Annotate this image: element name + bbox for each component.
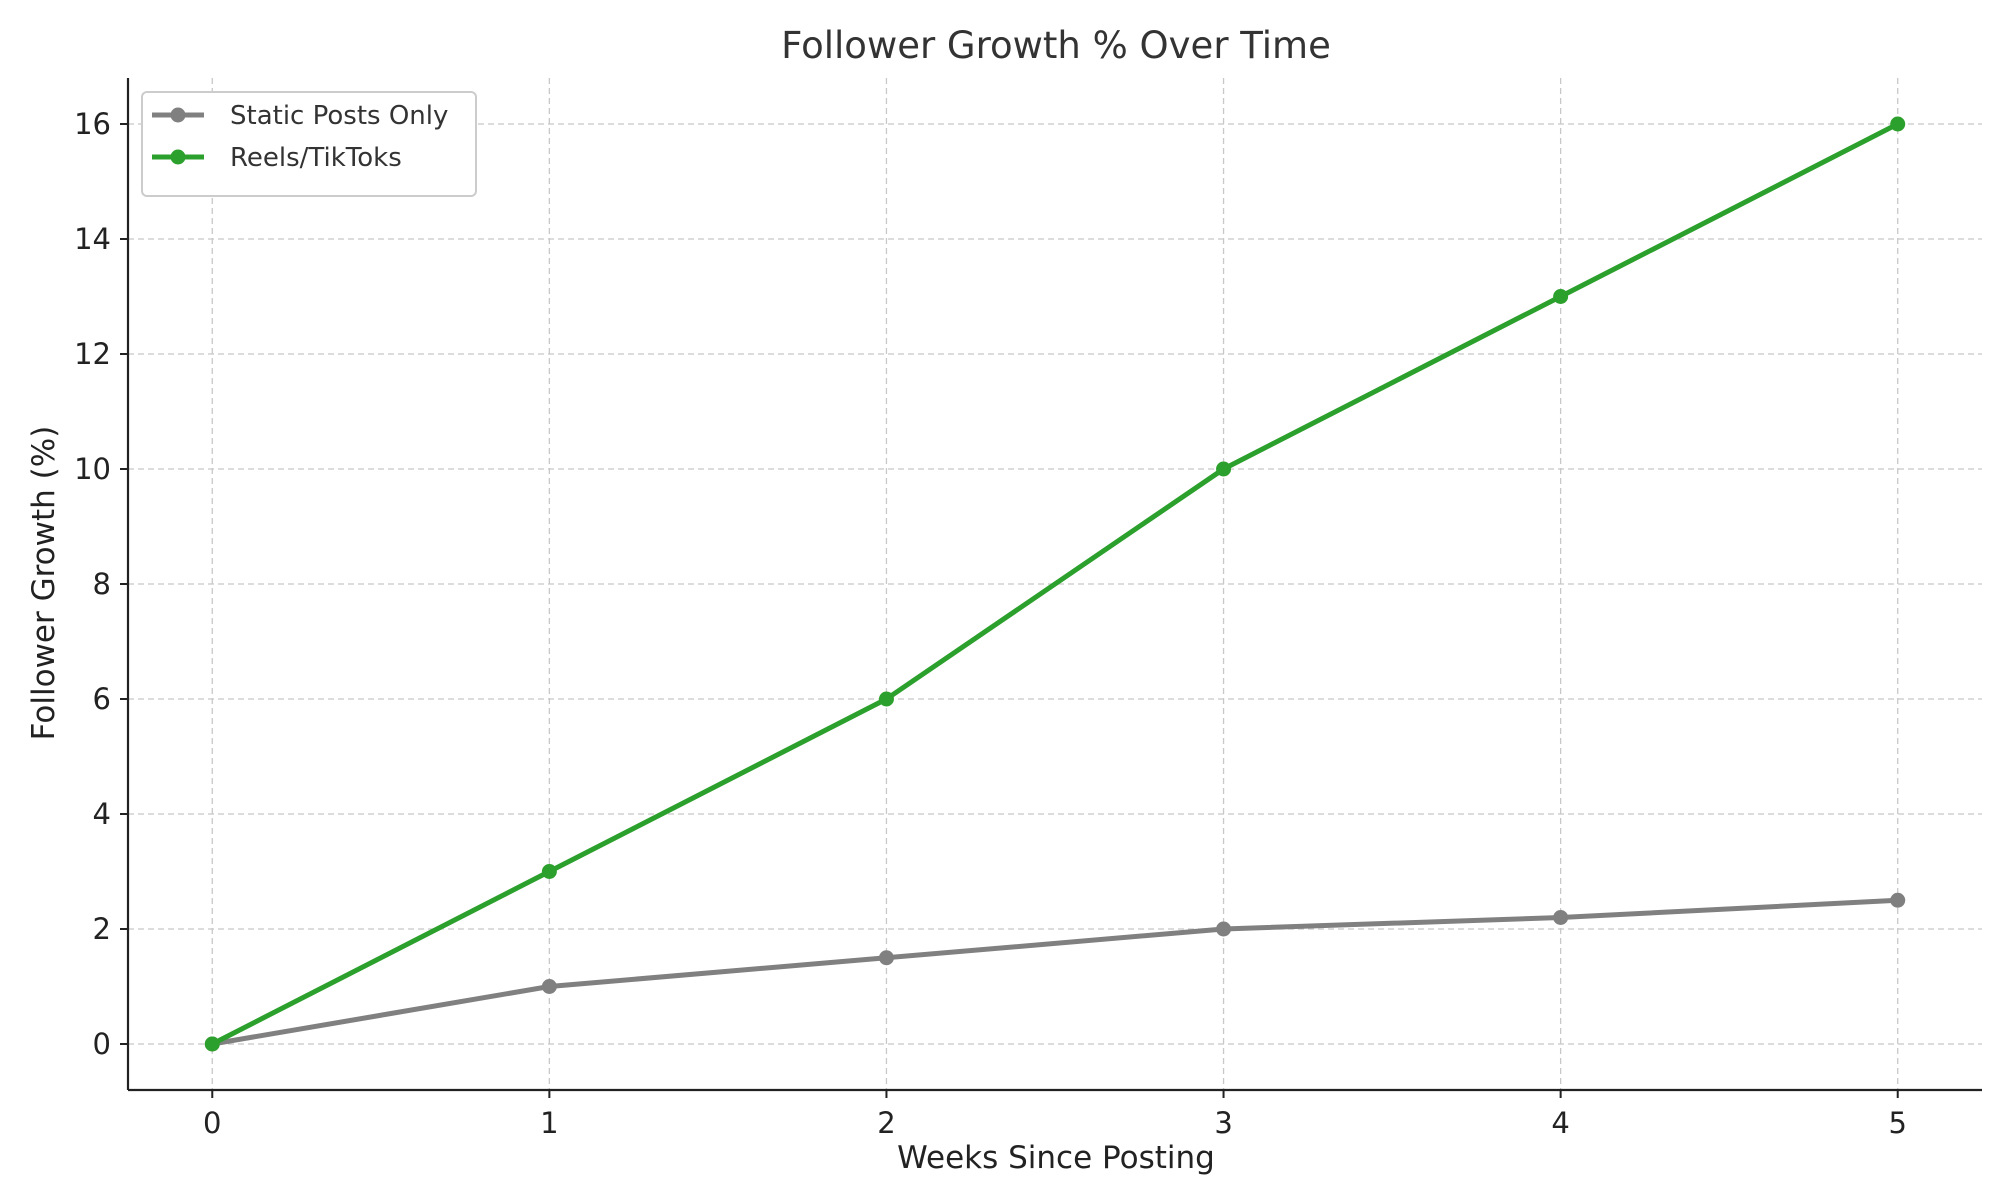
legend-label-static-posts-only: Static Posts Only — [230, 101, 448, 131]
y-axis-title: Follower Growth (%) — [26, 426, 62, 741]
data-point-reels-tiktoks — [204, 1036, 220, 1052]
chart-title: Follower Growth % Over Time — [781, 24, 1331, 67]
y-tick-label: 16 — [74, 107, 111, 141]
x-tick-label: 3 — [1214, 1106, 1232, 1140]
data-point-reels-tiktoks — [1216, 461, 1232, 477]
x-tick-label: 4 — [1551, 1106, 1569, 1140]
x-axis-title: Weeks Since Posting — [897, 1140, 1215, 1176]
y-tick-label: 8 — [93, 567, 111, 601]
legend-marker-reels-tiktoks — [170, 149, 186, 165]
x-tick-label: 1 — [540, 1106, 558, 1140]
x-tick-label: 5 — [1889, 1106, 1907, 1140]
data-point-reels-tiktoks — [1553, 289, 1569, 304]
data-point-reels-tiktoks — [878, 691, 894, 707]
y-tick-label: 14 — [74, 222, 111, 256]
data-point-reels-tiktoks — [1890, 116, 1906, 132]
legend-marker-static-posts-only — [170, 107, 186, 123]
series-line-reels-tiktoks — [209, 121, 1901, 1047]
y-tick-label: 2 — [93, 912, 111, 946]
y-tick-label: 4 — [93, 797, 111, 831]
data-point-static-posts-only — [1553, 910, 1569, 925]
legend: Static Posts Only Reels/TikToks — [141, 91, 477, 197]
x-tick-label: 0 — [203, 1106, 221, 1140]
data-point-static-posts-only — [878, 950, 894, 966]
data-point-reels-tiktoks — [541, 864, 557, 879]
data-point-static-posts-only — [1890, 892, 1906, 908]
legend-box — [141, 91, 477, 197]
y-tick-label: 6 — [93, 682, 111, 716]
series-line-static-posts-only — [209, 897, 1901, 1047]
x-tick-label: 2 — [877, 1106, 895, 1140]
legend-label-reels-tiktoks: Reels/TikToks — [230, 143, 402, 173]
y-tick-label: 10 — [74, 452, 111, 486]
data-point-static-posts-only — [1216, 921, 1232, 937]
y-tick-label: 12 — [74, 337, 111, 371]
data-point-static-posts-only — [541, 979, 557, 994]
y-tick-label: 0 — [93, 1027, 111, 1061]
series-layer — [204, 116, 1906, 1052]
